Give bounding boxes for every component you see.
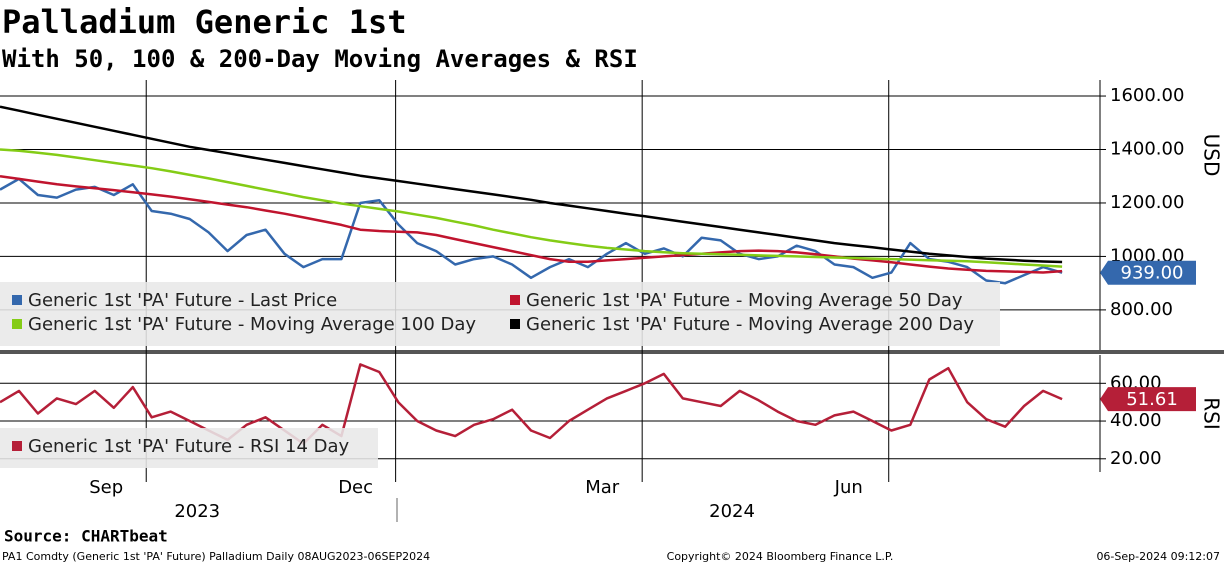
y-axis-label: USD: [1200, 134, 1224, 177]
x-tick-label: Jun: [834, 477, 863, 498]
x-tick-label: Sep: [89, 477, 123, 498]
legend-label: Generic 1st 'PA' Future - Moving Average…: [526, 314, 974, 335]
y-tick-label: 1600.00: [1110, 85, 1184, 106]
panel-separator: [0, 350, 1224, 354]
legend-label: Generic 1st 'PA' Future - RSI 14 Day: [28, 436, 350, 457]
legend-label: Generic 1st 'PA' Future - Last Price: [28, 290, 337, 311]
y-tick-label: 1200.00: [1110, 192, 1184, 213]
legend-box: [0, 282, 1000, 346]
legend-label: Generic 1st 'PA' Future - Moving Average…: [28, 314, 476, 335]
value-tag-label: 51.61: [1126, 389, 1178, 410]
y-tick-label: 1400.00: [1110, 139, 1184, 160]
footer-center: Copyright© 2024 Bloomberg Finance L.P.: [667, 550, 894, 563]
legend-swatch: [12, 441, 22, 451]
value-tag-label: 939.00: [1121, 263, 1184, 284]
y-axis-label: RSI: [1200, 397, 1224, 430]
chart-subtitle: With 50, 100 & 200-Day Moving Averages &…: [2, 45, 638, 73]
year-label: 2023: [174, 501, 220, 522]
value-tag: [1100, 260, 1196, 285]
y-tick-label: 20.00: [1110, 448, 1162, 469]
y-tick-label: 800.00: [1110, 299, 1173, 320]
legend-label: Generic 1st 'PA' Future - Moving Average…: [526, 290, 963, 311]
legend-swatch: [12, 295, 22, 305]
x-tick-label: Mar: [585, 477, 620, 498]
source: Source: CHARTbeat: [4, 527, 168, 546]
x-tick-label: Dec: [338, 477, 373, 498]
value-tag: [1100, 387, 1196, 412]
legend-swatch: [12, 319, 22, 329]
y-tick-label: 40.00: [1110, 410, 1162, 431]
series-line: [0, 174, 1063, 274]
year-label: 2024: [709, 501, 755, 522]
series-line: [0, 363, 1063, 445]
legend-swatch: [510, 295, 520, 305]
legend-box: [0, 428, 378, 468]
legend-swatch: [510, 319, 520, 329]
series-line: [0, 105, 1063, 264]
footer-left: PA1 Comdty (Generic 1st 'PA' Future) Pal…: [2, 550, 430, 563]
footer-right: 06-Sep-2024 09:12:07: [1096, 550, 1220, 563]
series-line: [0, 177, 1063, 285]
chart-title: Palladium Generic 1st: [2, 3, 407, 41]
series-line: [0, 148, 1063, 268]
